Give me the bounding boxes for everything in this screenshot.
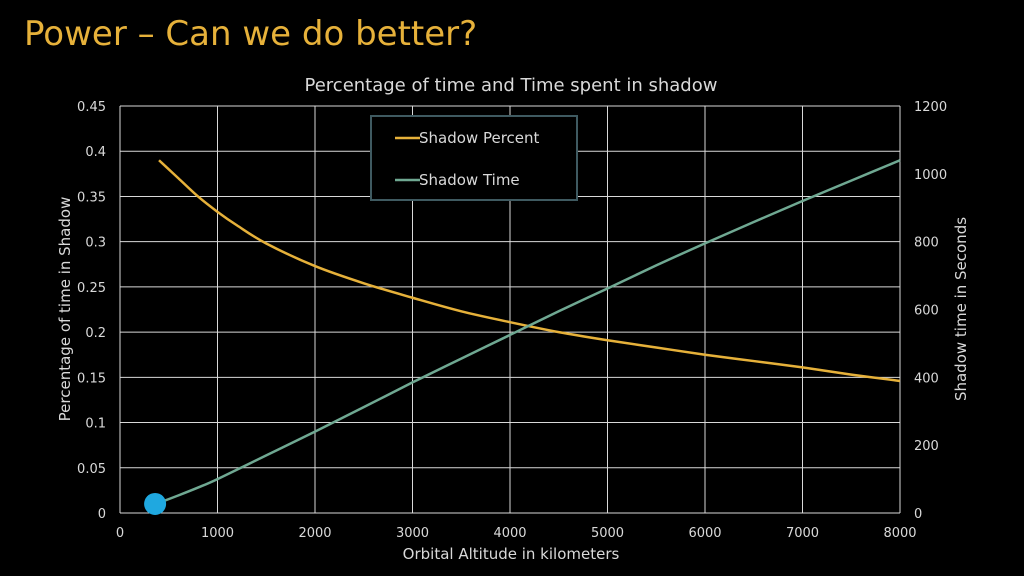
- legend-label-shadow-percent: Shadow Percent: [419, 129, 540, 147]
- x-tick-label: 2000: [298, 526, 331, 541]
- y-tick-label: 0.3: [85, 236, 106, 251]
- x-axis-label: Orbital Altitude in kilometers: [403, 545, 620, 563]
- grid-lines: [119, 105, 901, 514]
- x-tick-label: 1000: [201, 526, 234, 541]
- x-tick-label: 8000: [883, 526, 916, 541]
- legend-box: [370, 115, 578, 201]
- y2-axis-label: Shadow time in Seconds: [952, 217, 970, 401]
- y-tick-label: 0.15: [77, 371, 106, 386]
- x-tick-label: 7000: [786, 526, 819, 541]
- x-tick-label: 5000: [591, 526, 624, 541]
- y2-tick-label: 0: [914, 507, 922, 522]
- x-tick-label: 0: [116, 526, 124, 541]
- legend: Shadow Percent Shadow Time: [370, 115, 578, 201]
- y-tick-label: 0.45: [77, 100, 106, 115]
- y-axis-ticks: 0 0.05 0.1 0.15 0.2 0.25 0.3 0.35 0.4 0.45: [77, 100, 106, 522]
- chart-title: Percentage of time and Time spent in sha…: [305, 75, 718, 96]
- y-tick-label: 0.25: [77, 281, 106, 296]
- y2-tick-label: 1200: [914, 100, 947, 115]
- y2-axis-ticks: 0 200 400 600 800 1000 1200: [914, 100, 947, 522]
- y-tick-label: 0.1: [85, 417, 106, 432]
- y-tick-label: 0.35: [77, 190, 106, 205]
- x-tick-label: 4000: [493, 526, 526, 541]
- y-tick-label: 0: [98, 507, 106, 522]
- series-line-shadow-time: [158, 159, 901, 504]
- y-tick-label: 0.2: [85, 326, 106, 341]
- slide-title: Power – Can we do better?: [24, 14, 478, 54]
- x-tick-label: 6000: [688, 526, 721, 541]
- x-axis-ticks: 0 1000 2000 3000 4000 5000 6000 7000 8000: [116, 526, 917, 541]
- series-line-shadow-percent: [158, 159, 901, 383]
- y-tick-label: 0.05: [77, 462, 106, 477]
- legend-label-shadow-time: Shadow Time: [419, 171, 520, 189]
- x-tick-label: 3000: [396, 526, 429, 541]
- y-tick-label: 0.4: [85, 145, 106, 160]
- highlight-marker: [144, 492, 167, 515]
- y-axis-label: Percentage of time in Shadow: [56, 197, 74, 422]
- y2-tick-label: 200: [914, 439, 939, 454]
- y2-tick-label: 800: [914, 236, 939, 251]
- y2-tick-label: 400: [914, 371, 939, 386]
- y2-tick-label: 600: [914, 304, 939, 319]
- y2-tick-label: 1000: [914, 168, 947, 183]
